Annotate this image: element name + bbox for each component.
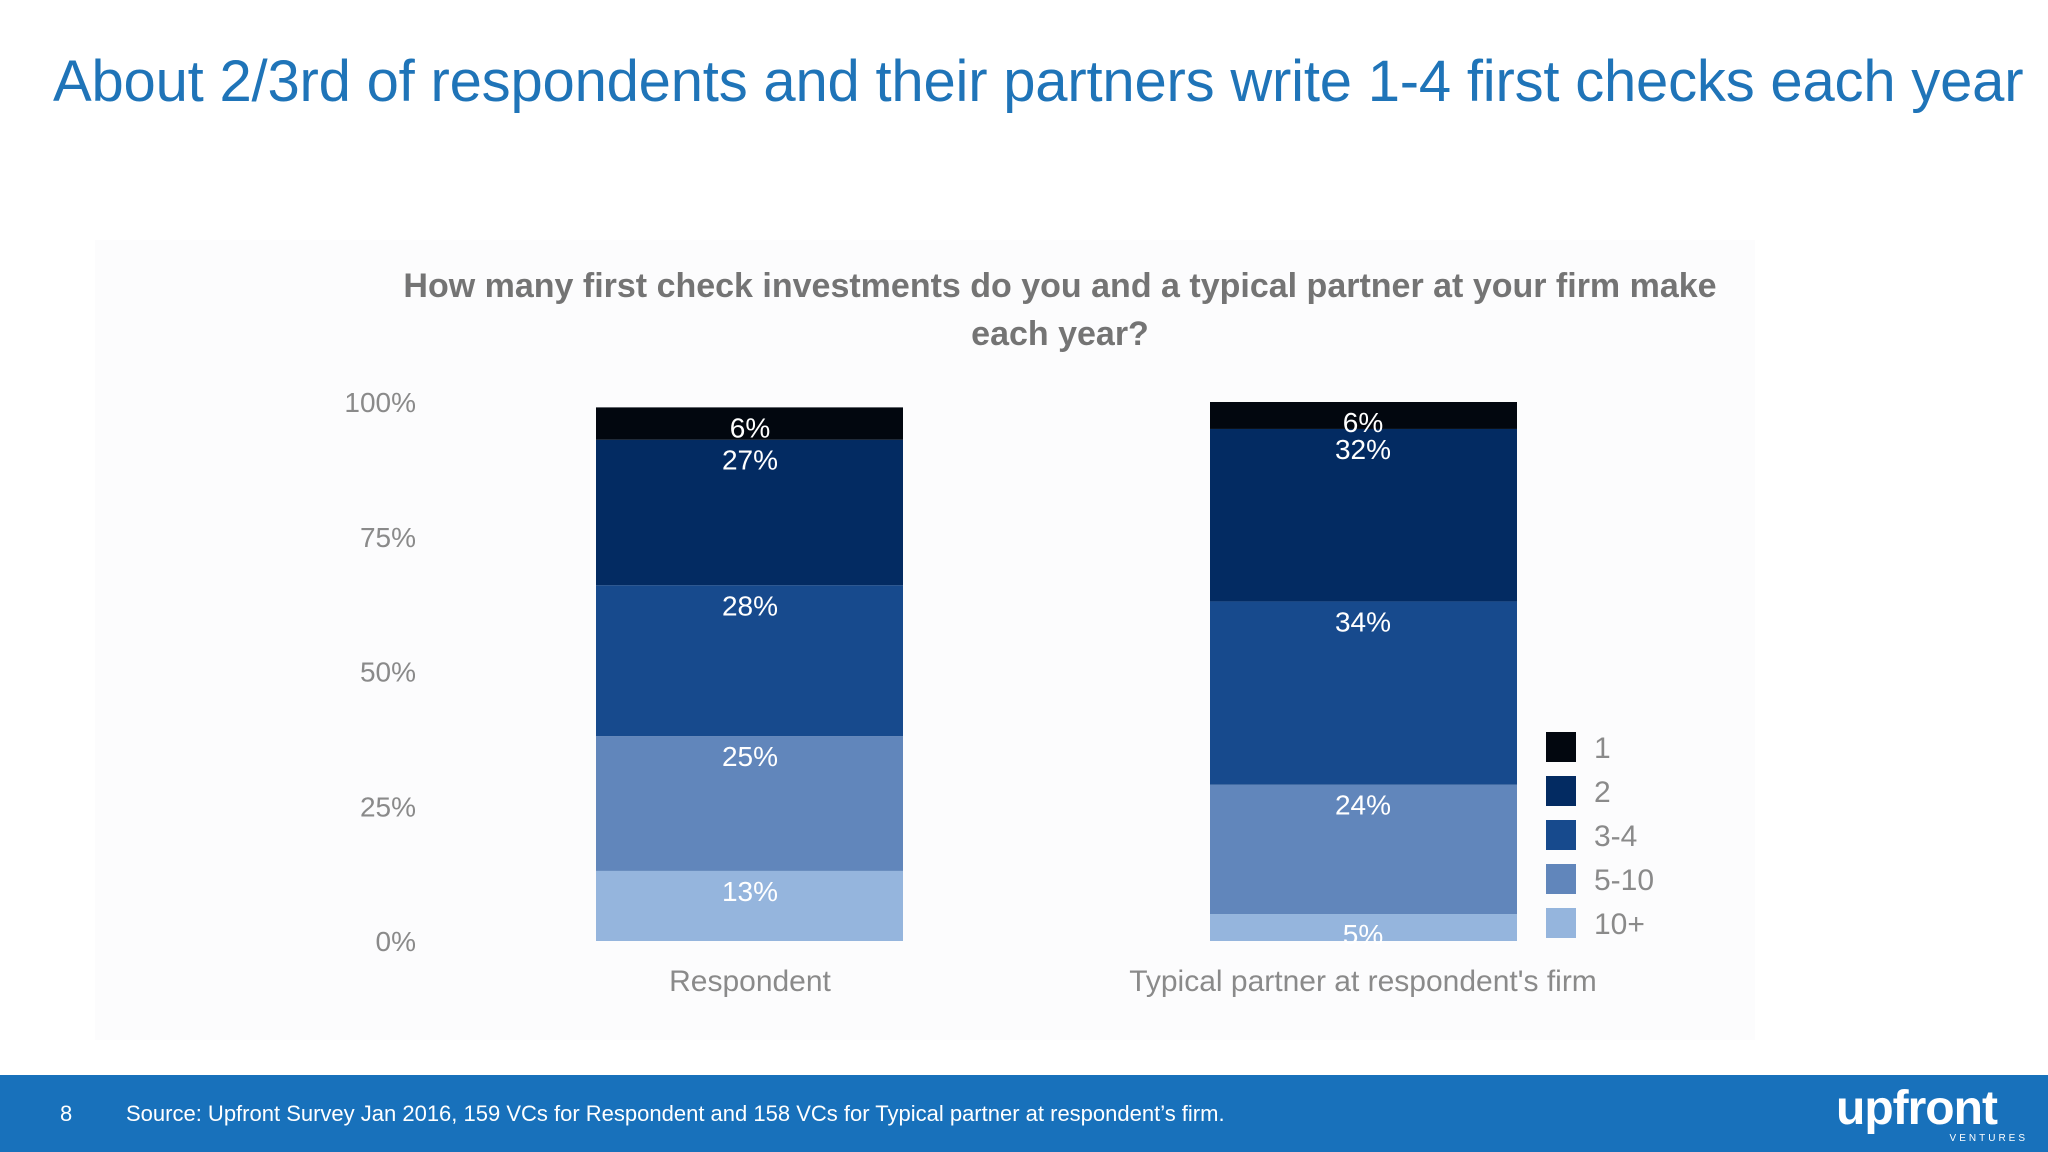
legend-swatch xyxy=(1546,732,1576,762)
bar-segment xyxy=(596,439,903,586)
data-label: 34% xyxy=(1335,606,1391,637)
y-tick-label: 100% xyxy=(344,387,416,418)
page-number: 8 xyxy=(60,1101,73,1126)
y-tick-label: 50% xyxy=(360,657,416,688)
x-category-label: Respondent xyxy=(669,965,831,998)
data-label: 5% xyxy=(1343,919,1383,950)
legend-label: 10+ xyxy=(1594,908,1645,941)
y-tick-label: 75% xyxy=(360,522,416,553)
legend-swatch xyxy=(1546,864,1576,894)
legend-swatch xyxy=(1546,776,1576,806)
logo-subtext: VENTURES xyxy=(1949,1133,2028,1144)
upfront-logo: upfront VENTURES xyxy=(1836,1083,2036,1145)
slide-title: About 2/3rd of respondents and their par… xyxy=(53,49,2024,114)
data-label: 25% xyxy=(722,741,778,772)
legend-label: 1 xyxy=(1594,732,1611,765)
bar-segment xyxy=(596,407,903,440)
legend-swatch xyxy=(1546,820,1576,850)
data-label: 27% xyxy=(722,445,778,476)
legend-label: 2 xyxy=(1594,776,1611,809)
bar-segment xyxy=(596,585,903,737)
bar-segment xyxy=(1210,428,1517,602)
data-label: 24% xyxy=(1335,790,1391,821)
legend-label: 3-4 xyxy=(1594,820,1637,853)
legend-swatch xyxy=(1546,908,1576,938)
bar-segment xyxy=(596,736,903,871)
footer-bar: 8 Source: Upfront Survey Jan 2016, 159 V… xyxy=(0,1075,2048,1152)
bar-segment xyxy=(596,870,903,941)
data-label: 6% xyxy=(1343,407,1383,438)
legend-label: 5-10 xyxy=(1594,864,1654,897)
x-category-label: Typical partner at respondent's firm xyxy=(1129,965,1597,998)
y-tick-label: 0% xyxy=(376,926,416,957)
stacked-bar-chart: 0%25%50%75%100%13%25%28%27%6%Respondent5… xyxy=(344,387,1654,998)
bar-segment xyxy=(1210,784,1517,915)
data-label: 6% xyxy=(730,412,770,443)
chart-title: How many first check investments do you … xyxy=(403,267,1717,353)
bar-segment xyxy=(1210,601,1517,785)
y-tick-label: 25% xyxy=(360,791,416,822)
logo-text: upfront xyxy=(1836,1082,1998,1135)
bar-segment xyxy=(1210,402,1517,429)
data-label: 32% xyxy=(1335,434,1391,465)
data-label: 13% xyxy=(722,876,778,907)
source-note: Source: Upfront Survey Jan 2016, 159 VCs… xyxy=(126,1101,1225,1126)
data-label: 28% xyxy=(722,590,778,621)
bar-segment xyxy=(1210,914,1517,941)
